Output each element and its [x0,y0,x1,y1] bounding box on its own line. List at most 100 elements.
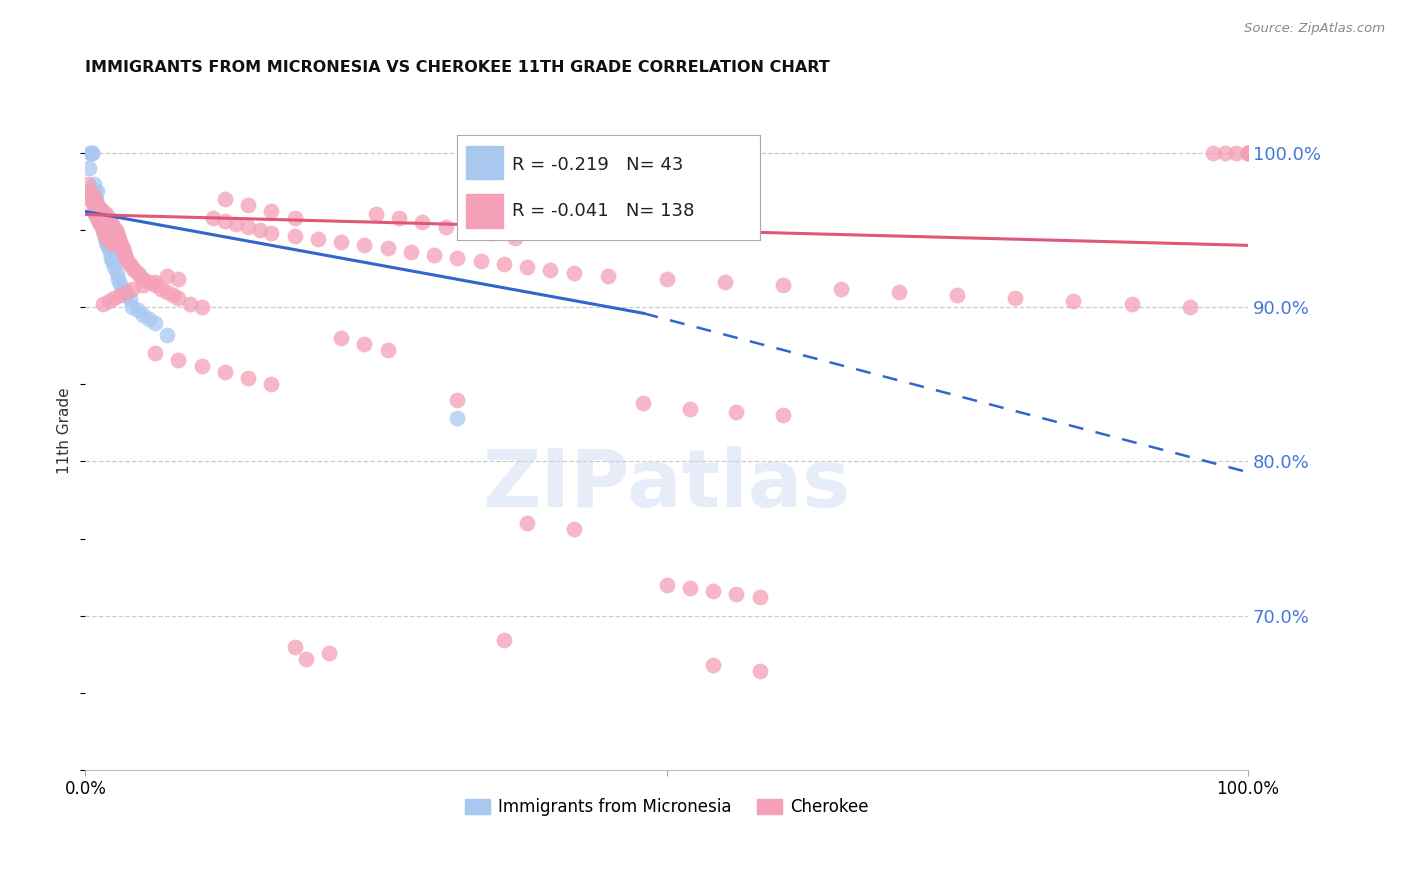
Point [90,215,112,229]
Point [127,266,149,280]
Point [89,207,111,221]
Point [284,229,307,244]
Point [91,223,114,237]
Point [249,223,271,237]
Point [156,285,179,299]
Point [115,253,138,268]
Point [103,260,125,274]
Point [236,198,259,212]
Point [505,230,527,244]
Point [80,189,103,203]
Point [91,215,114,229]
Point [129,269,152,284]
Point [89,213,111,227]
Point [162,287,184,301]
Point [132,308,155,322]
Point [149,281,172,295]
Point [121,260,143,274]
Point [353,337,375,351]
Point [1178,300,1201,314]
Point [143,316,166,330]
Point [100,251,122,265]
Point [89,215,111,229]
Point [93,226,115,240]
Point [83,189,105,203]
Point [748,590,770,604]
Point [411,215,433,229]
Point [83,207,105,221]
Point [105,266,128,280]
Point [330,331,353,345]
Point [470,253,492,268]
Point [86,185,108,199]
Point [83,177,105,191]
Point [77,185,100,199]
Point [481,226,503,240]
Point [111,242,134,256]
Point [107,272,129,286]
Point [179,297,201,311]
Point [104,223,127,237]
Point [1237,145,1260,160]
Y-axis label: 11th Grade: 11th Grade [58,387,72,474]
Point [84,195,107,210]
Point [748,665,770,679]
Point [772,278,794,293]
Point [103,291,125,305]
Point [87,204,110,219]
Point [679,401,702,416]
Point [138,312,160,326]
Point [830,281,852,295]
Point [127,303,149,318]
Point [364,207,387,221]
Point [713,276,735,290]
Point [138,276,160,290]
Point [1202,145,1225,160]
Point [89,215,111,229]
Point [86,200,108,214]
Point [538,263,561,277]
Point [83,207,105,221]
Point [330,235,353,250]
Point [82,195,104,210]
Point [108,232,131,246]
Point [110,238,132,252]
Text: Source: ZipAtlas.com: Source: ZipAtlas.com [1244,22,1385,36]
Point [598,269,620,284]
Point [83,185,105,199]
Point [115,285,138,299]
Point [111,281,134,295]
Point [295,652,318,666]
Point [190,359,212,373]
Point [284,640,307,654]
Point [77,161,100,176]
Point [655,272,678,286]
Point [1213,145,1236,160]
Point [97,211,120,225]
Point [725,587,748,601]
Point [1237,145,1260,160]
Point [84,200,107,214]
Point [110,235,132,250]
Point [143,278,166,293]
Point [80,185,103,199]
Point [132,272,155,286]
Point [118,293,141,307]
Point [118,257,141,271]
Point [103,238,125,252]
Point [84,192,107,206]
Point [446,251,468,265]
Point [167,272,190,286]
Point [98,244,121,259]
Point [202,211,225,225]
Point [97,242,120,256]
Point [76,177,98,191]
Point [91,204,114,219]
Point [89,217,111,231]
Point [946,287,969,301]
Point [353,238,375,252]
Point [399,244,422,259]
Point [190,300,212,314]
Point [91,297,114,311]
Point [156,327,179,342]
